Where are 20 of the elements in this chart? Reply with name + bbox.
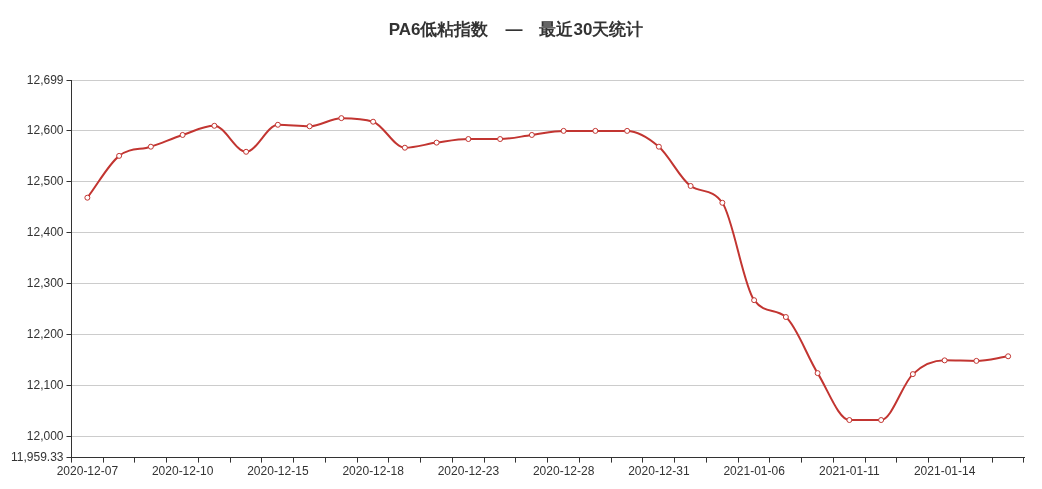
x-tick-label: 2021-01-11 — [819, 464, 880, 479]
x-tick-label: 2020-12-10 — [151, 464, 214, 479]
y-tick-label: 12,300 — [26, 276, 64, 291]
y-tick-label: 12,100 — [26, 378, 64, 393]
x-tick-label: 2020-12-28 — [532, 464, 595, 479]
y-tick-label: 12,699 — [26, 72, 64, 87]
y-tick-label: 12,600 — [26, 123, 64, 138]
x-tick-label: 2020-12-07 — [56, 464, 119, 479]
y-tick-label: 11,959.33 — [10, 449, 64, 464]
x-tick-label: 2020-12-18 — [342, 464, 405, 479]
y-tick-label: 12,000 — [26, 429, 64, 444]
chart-title: PA6低粘指数 — 最近30天统计 — [388, 19, 644, 39]
y-tick-label: 12,200 — [26, 327, 64, 342]
x-tick-label: 2020-12-31 — [628, 464, 690, 479]
x-tick-label: 2021-01-14 — [913, 464, 976, 479]
x-tick-label: 2021-01-06 — [723, 464, 786, 479]
x-tick-label: 2020-12-15 — [247, 464, 309, 479]
x-tick-label: 2020-12-23 — [437, 464, 500, 479]
y-tick-label: 12,500 — [26, 174, 64, 189]
y-tick-label: 12,400 — [26, 225, 64, 240]
